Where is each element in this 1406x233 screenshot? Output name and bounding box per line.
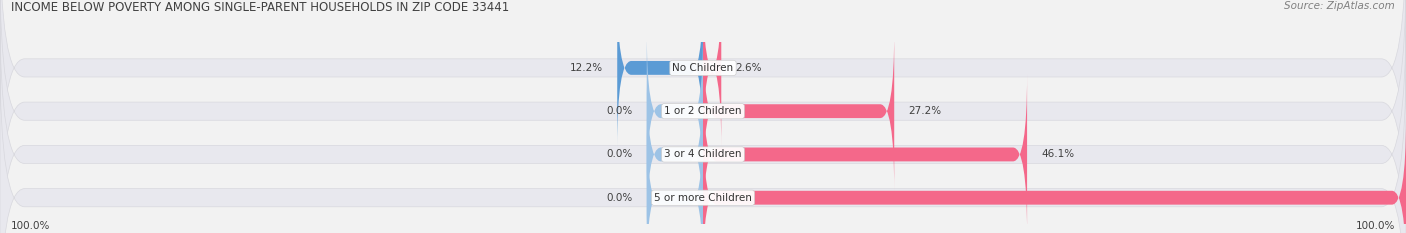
FancyBboxPatch shape: [0, 55, 1406, 233]
Text: INCOME BELOW POVERTY AMONG SINGLE-PARENT HOUSEHOLDS IN ZIP CODE 33441: INCOME BELOW POVERTY AMONG SINGLE-PARENT…: [11, 1, 509, 14]
Text: 1 or 2 Children: 1 or 2 Children: [664, 106, 742, 116]
Text: 100.0%: 100.0%: [1355, 221, 1395, 231]
FancyBboxPatch shape: [647, 118, 703, 233]
FancyBboxPatch shape: [0, 0, 1406, 210]
Text: 0.0%: 0.0%: [606, 106, 633, 116]
Text: 2.6%: 2.6%: [735, 63, 762, 73]
Text: 46.1%: 46.1%: [1040, 149, 1074, 159]
FancyBboxPatch shape: [647, 75, 703, 233]
FancyBboxPatch shape: [617, 0, 703, 147]
Text: 0.0%: 0.0%: [606, 193, 633, 203]
Text: 12.2%: 12.2%: [569, 63, 603, 73]
FancyBboxPatch shape: [703, 118, 1406, 233]
FancyBboxPatch shape: [647, 31, 703, 191]
FancyBboxPatch shape: [703, 75, 1028, 233]
FancyBboxPatch shape: [0, 12, 1406, 233]
Text: Source: ZipAtlas.com: Source: ZipAtlas.com: [1284, 1, 1395, 11]
Text: 27.2%: 27.2%: [908, 106, 942, 116]
Text: No Children: No Children: [672, 63, 734, 73]
Text: 0.0%: 0.0%: [606, 149, 633, 159]
FancyBboxPatch shape: [703, 0, 721, 147]
FancyBboxPatch shape: [703, 31, 894, 191]
Text: 5 or more Children: 5 or more Children: [654, 193, 752, 203]
Text: 3 or 4 Children: 3 or 4 Children: [664, 149, 742, 159]
Text: 100.0%: 100.0%: [11, 221, 51, 231]
